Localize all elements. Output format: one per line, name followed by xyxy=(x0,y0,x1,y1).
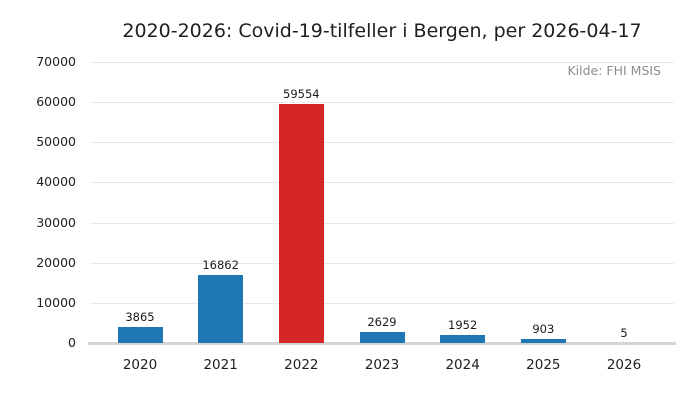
bar-2025 xyxy=(520,339,566,343)
bar-value-label: 1952 xyxy=(448,318,478,333)
x-axis-baseline xyxy=(88,342,676,345)
gridline xyxy=(90,142,674,144)
bar-2022 xyxy=(278,103,324,343)
bar-2023 xyxy=(359,332,405,343)
chart-title: 2020-2026: Covid-19-tilfeller i Bergen, … xyxy=(122,20,642,42)
bar-2020 xyxy=(117,327,163,343)
x-tick-label-2023: 2023 xyxy=(364,357,400,373)
x-tick-label-2020: 2020 xyxy=(122,357,158,373)
gridline xyxy=(90,222,674,224)
bar-2024 xyxy=(440,335,486,343)
gridline xyxy=(90,262,674,264)
y-tick-label: 40000 xyxy=(36,174,76,190)
y-tick-label: 20000 xyxy=(36,254,76,270)
bar-2021 xyxy=(198,275,244,343)
gridline xyxy=(90,102,674,104)
gridline xyxy=(90,62,674,63)
x-tick-label-2024: 2024 xyxy=(445,357,480,373)
y-tick-label: 10000 xyxy=(36,294,76,310)
x-tick-label-2022: 2022 xyxy=(284,357,319,373)
y-tick-label: 30000 xyxy=(36,214,76,230)
y-tick-label: 60000 xyxy=(36,94,76,110)
bar-value-label: 3865 xyxy=(125,310,155,325)
bar-value-label: 5 xyxy=(620,325,628,340)
bar-value-label: 2629 xyxy=(367,315,397,330)
x-tick-label-2026: 2026 xyxy=(606,357,642,373)
bar-value-label: 16862 xyxy=(202,258,239,273)
x-tick-label-2025: 2025 xyxy=(526,357,561,373)
source-annotation: Kilde: FHI MSIS xyxy=(567,63,661,78)
y-tick-label: 50000 xyxy=(36,134,76,150)
y-tick-label: 0 xyxy=(68,335,76,350)
x-tick-label-2021: 2021 xyxy=(203,357,238,373)
gridline xyxy=(90,302,674,304)
bar-value-label: 59554 xyxy=(283,86,320,101)
y-tick-label: 70000 xyxy=(36,54,76,69)
gridline xyxy=(90,182,674,184)
bar-value-label: 903 xyxy=(532,322,555,337)
